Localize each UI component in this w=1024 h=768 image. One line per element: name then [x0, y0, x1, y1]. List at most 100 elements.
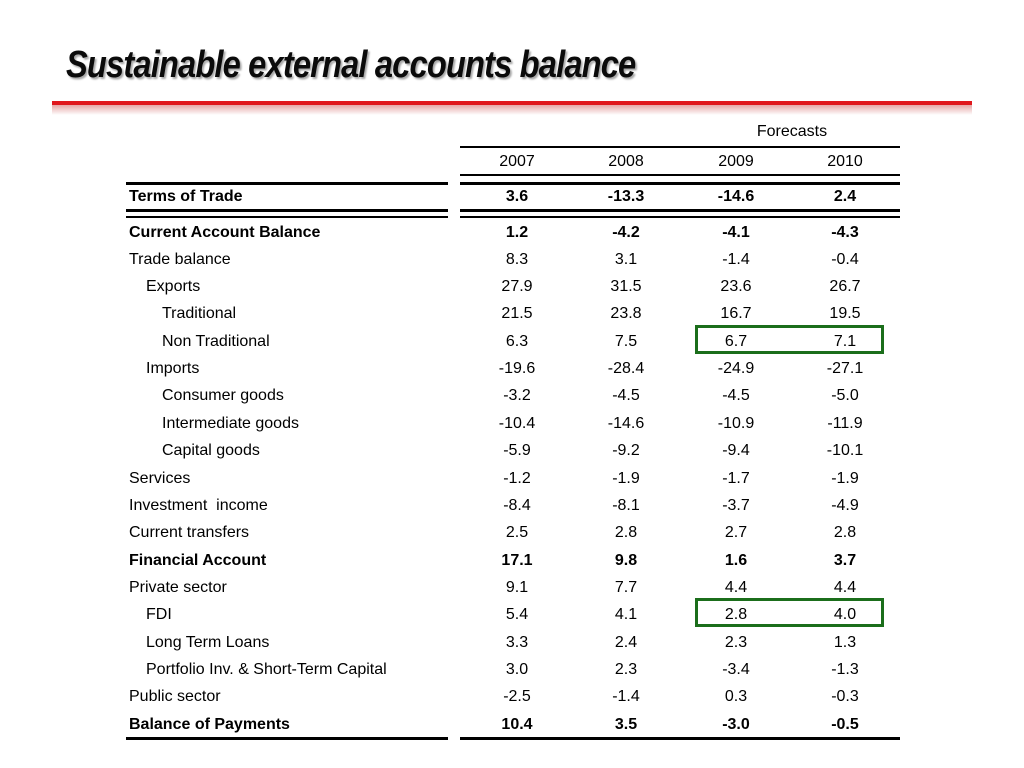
row-value-2007: 8.3 — [505, 251, 529, 268]
row-value-2008: 2.3 — [614, 661, 638, 678]
row-value-2009: -10.9 — [717, 415, 755, 432]
row-value-2007: 2.5 — [505, 524, 529, 541]
terms-of-trade-row: Terms of Trade 3.6 -13.3 -14.6 2.4 — [0, 183, 1024, 210]
year-2008: 2008 — [608, 153, 644, 170]
row-value-2009: -1.7 — [722, 470, 750, 487]
terms-rule-top-right — [460, 182, 900, 185]
table-row: Exports 27.9 31.5 23.6 26.7 — [0, 273, 1024, 300]
row-value-2007: 9.1 — [505, 579, 529, 596]
row-value-2007: 1.2 — [505, 224, 529, 241]
row-value-2010: -4.3 — [831, 224, 859, 241]
row-value-2010: 1.3 — [833, 634, 857, 651]
row-value-2007: 21.5 — [501, 305, 533, 322]
row-label: Balance of Payments — [129, 716, 290, 733]
row-value-2009: 16.7 — [720, 305, 752, 322]
row-value-2008: 2.4 — [614, 634, 638, 651]
table-bottom-rule-left — [126, 737, 448, 740]
row-value-2007: 10.4 — [501, 716, 533, 733]
row-value-2008: -14.6 — [607, 415, 645, 432]
row-label: FDI — [146, 606, 172, 623]
table-row: Intermediate goods -10.4 -14.6 -10.9 -11… — [0, 410, 1024, 437]
row-value-2008: -13.3 — [607, 188, 645, 205]
row-label: Investment income — [129, 497, 268, 514]
highlight-box-non-traditional — [695, 325, 884, 354]
row-value-2010: 2.8 — [833, 524, 857, 541]
table-row: Investment income -8.4 -8.1 -3.7 -4.9 — [0, 492, 1024, 519]
row-value-2009: -3.7 — [722, 497, 750, 514]
title-accent-bar — [52, 101, 972, 105]
row-value-2010: 4.4 — [833, 579, 857, 596]
row-value-2007: 5.4 — [505, 606, 529, 623]
row-value-2008: -28.4 — [607, 360, 645, 377]
row-value-2008: 9.8 — [614, 552, 638, 569]
row-label: Traditional — [162, 305, 237, 322]
year-2010: 2010 — [827, 153, 863, 170]
row-label: Terms of Trade — [129, 188, 243, 205]
table-row: Balance of Payments 10.4 3.5 -3.0 -0.5 — [0, 711, 1024, 738]
row-value-2008: 7.5 — [614, 333, 638, 350]
table-row: Traditional 21.5 23.8 16.7 19.5 — [0, 300, 1024, 327]
title-accent-shadow — [52, 105, 972, 115]
row-value-2009: -14.6 — [717, 188, 755, 205]
body-rule-top-right — [460, 216, 900, 218]
row-value-2008: 2.8 — [614, 524, 638, 541]
row-label: Portfolio Inv. & Short-Term Capital — [146, 661, 387, 678]
row-value-2008: -1.4 — [612, 688, 640, 705]
row-value-2008: 31.5 — [610, 278, 642, 295]
row-value-2007: 3.3 — [505, 634, 529, 651]
row-value-2007: -1.2 — [503, 470, 531, 487]
table-row: Portfolio Inv. & Short-Term Capital 3.0 … — [0, 656, 1024, 683]
row-value-2010: 4.0 — [833, 606, 857, 623]
table-row: Private sector 9.1 7.7 4.4 4.4 — [0, 574, 1024, 601]
row-label: Exports — [146, 278, 201, 295]
row-label: Intermediate goods — [162, 415, 299, 432]
row-label: Private sector — [129, 579, 227, 596]
row-value-2007: -2.5 — [503, 688, 531, 705]
row-label: Trade balance — [129, 251, 231, 268]
table-row: FDI 5.4 4.1 2.8 4.0 — [0, 601, 1024, 628]
row-value-2010: -1.9 — [831, 470, 859, 487]
row-value-2008: -4.5 — [612, 387, 640, 404]
table-row: Public sector -2.5 -1.4 0.3 -0.3 — [0, 683, 1024, 710]
row-value-2009: -1.4 — [722, 251, 750, 268]
row-value-2008: -8.1 — [612, 497, 640, 514]
table-row: Consumer goods -3.2 -4.5 -4.5 -5.0 — [0, 382, 1024, 409]
row-value-2010: -0.4 — [831, 251, 859, 268]
header-rule — [460, 174, 900, 176]
row-value-2008: -9.2 — [612, 442, 640, 459]
row-value-2008: 3.5 — [614, 716, 638, 733]
row-value-2010: -27.1 — [826, 360, 864, 377]
row-value-2008: 23.8 — [610, 305, 642, 322]
body-rule-top-left — [126, 216, 448, 218]
row-value-2007: 3.6 — [505, 188, 529, 205]
row-value-2007: -3.2 — [503, 387, 531, 404]
row-label: Financial Account — [129, 552, 267, 569]
table-row: Current Account Balance 1.2 -4.2 -4.1 -4… — [0, 219, 1024, 246]
slide-title: Sustainable external accounts balance — [66, 44, 636, 86]
row-value-2009: -3.0 — [722, 716, 750, 733]
row-value-2010: 19.5 — [829, 305, 861, 322]
row-value-2009: -4.5 — [722, 387, 750, 404]
table-row: Long Term Loans 3.3 2.4 2.3 1.3 — [0, 629, 1024, 656]
row-value-2007: 27.9 — [501, 278, 533, 295]
row-value-2009: 2.7 — [724, 524, 748, 541]
row-value-2007: 17.1 — [501, 552, 533, 569]
row-value-2010: 2.4 — [833, 188, 857, 205]
row-value-2010: -11.9 — [827, 415, 863, 432]
row-value-2010: -4.9 — [831, 497, 859, 514]
highlight-box-fdi — [695, 598, 884, 627]
row-value-2010: -0.5 — [831, 716, 859, 733]
table-row: Financial Account 17.1 9.8 1.6 3.7 — [0, 547, 1024, 574]
row-value-2009: 23.6 — [720, 278, 752, 295]
row-value-2010: -0.3 — [831, 688, 859, 705]
year-header-row: 2007 2008 2009 2010 — [0, 148, 1024, 175]
row-value-2007: 3.0 — [505, 661, 529, 678]
row-value-2007: -5.9 — [503, 442, 531, 459]
terms-rule-top-left — [126, 182, 448, 185]
table-bottom-rule-right — [460, 737, 900, 740]
row-value-2010: 3.7 — [833, 552, 857, 569]
row-value-2009: -24.9 — [717, 360, 755, 377]
row-label: Long Term Loans — [146, 634, 270, 651]
row-value-2010: 7.1 — [833, 333, 857, 350]
row-value-2009: 1.6 — [724, 552, 748, 569]
